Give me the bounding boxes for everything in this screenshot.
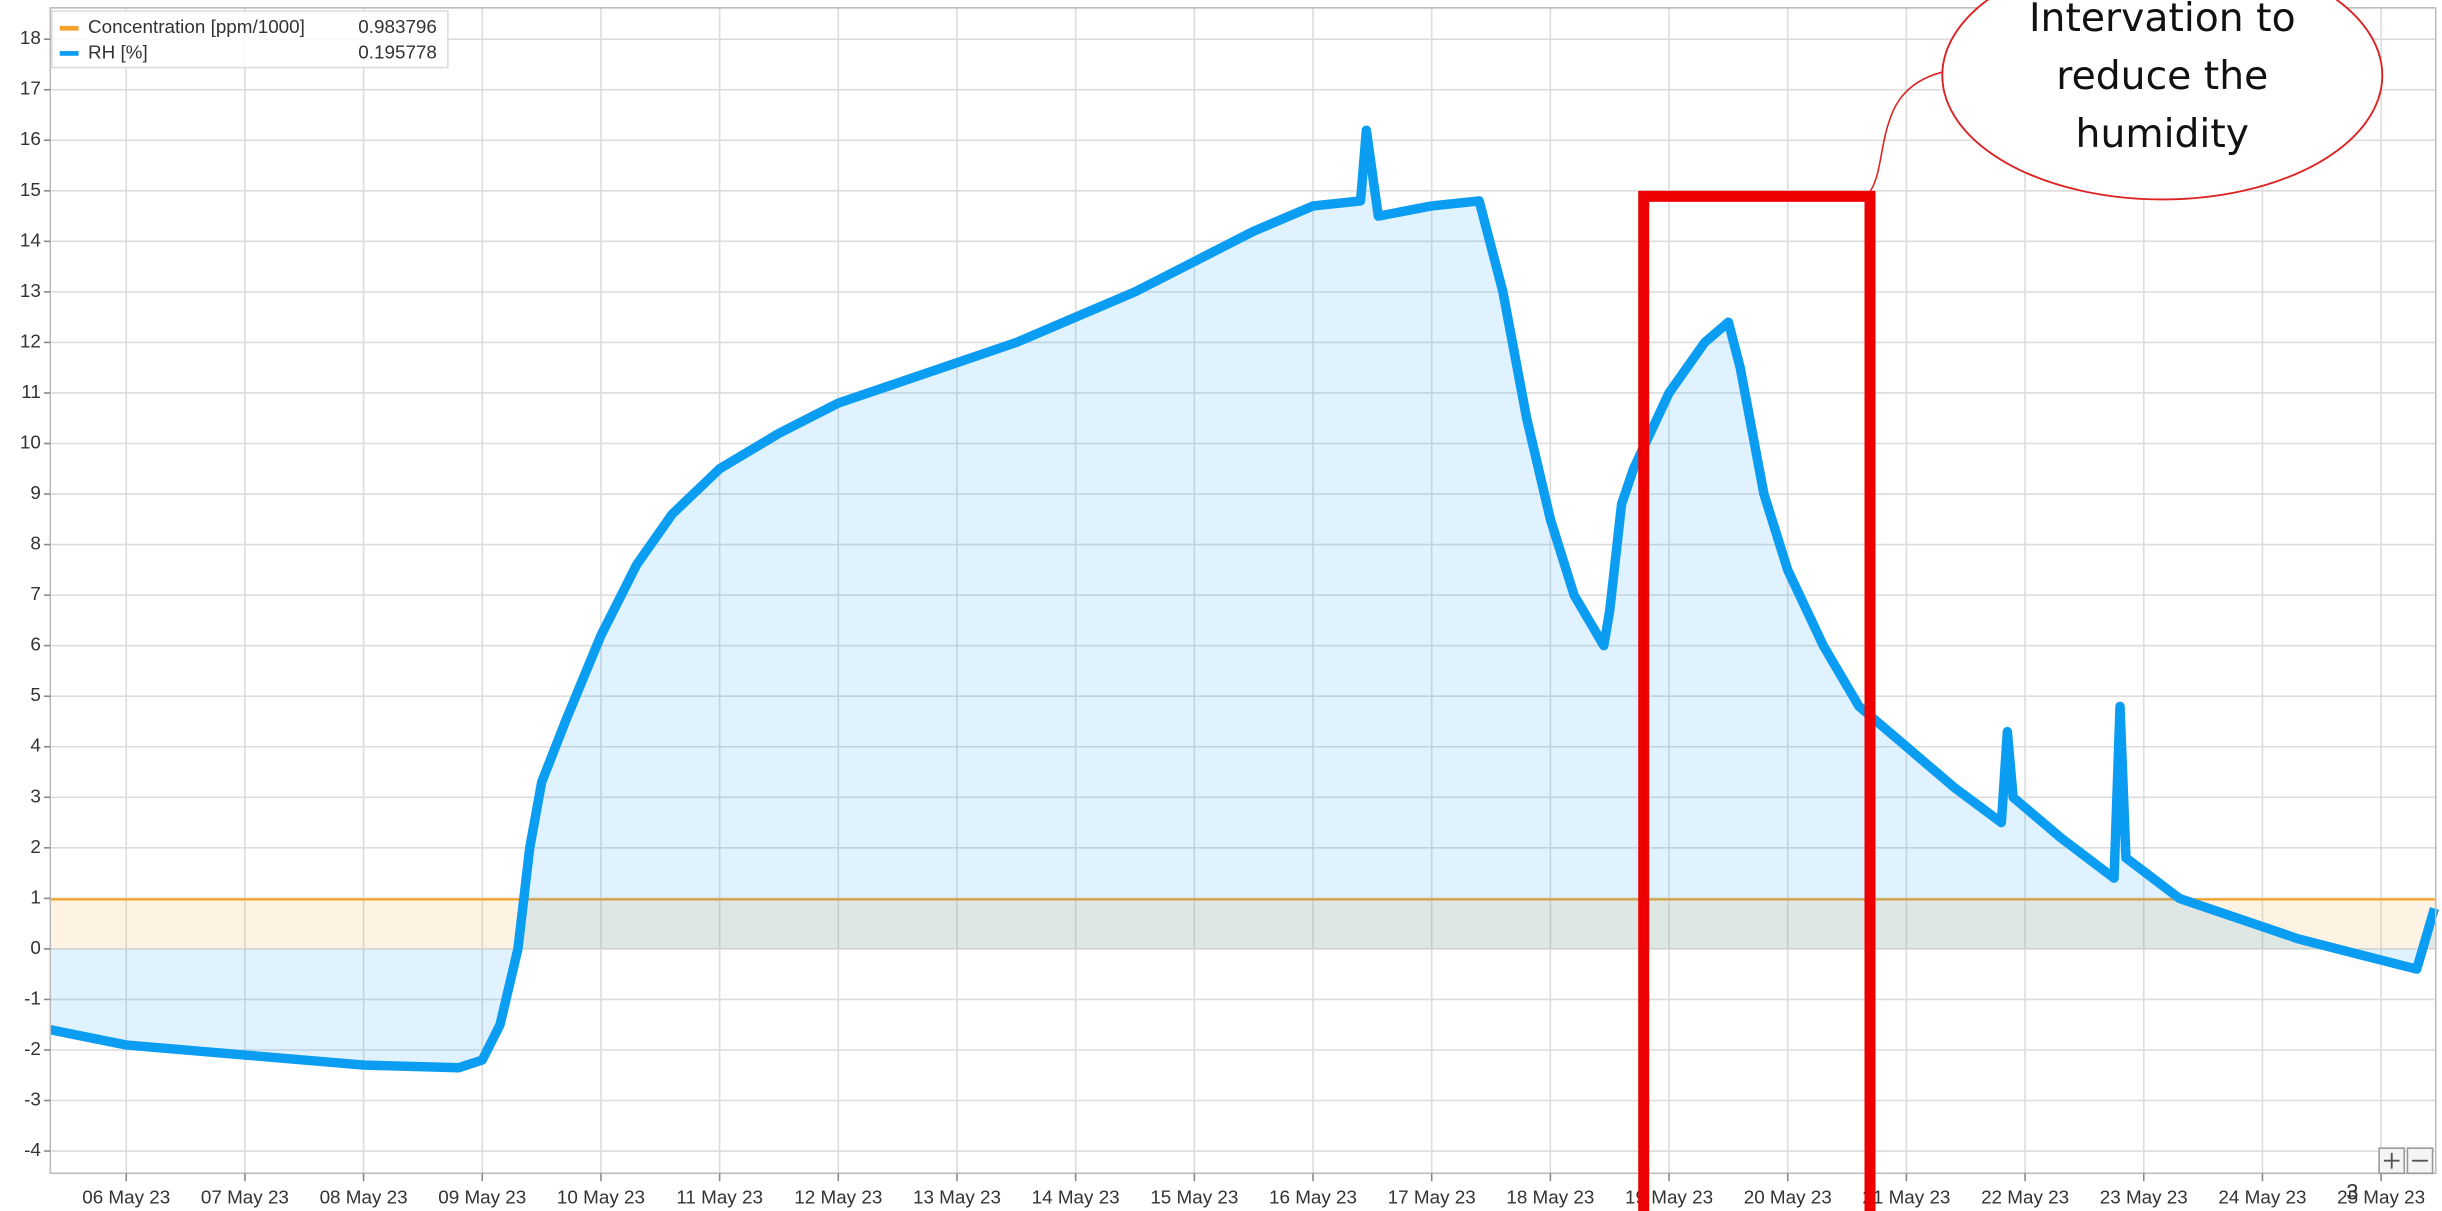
callout-text: humidity (2076, 112, 2249, 157)
x-tick-label: 17 May 23 (1388, 1186, 1476, 1207)
y-tick-label: 10 (20, 431, 41, 452)
legend-label: Concentration [ppm/1000] (88, 16, 305, 37)
area (50, 899, 2436, 949)
y-tick-label: 15 (20, 179, 41, 200)
area (50, 130, 2435, 1068)
callout-text: Intervation to (2029, 0, 2296, 41)
x-tick-label: 21 May 23 (1862, 1186, 1950, 1207)
y-tick-label: 6 (30, 634, 40, 655)
y-tick-label: 0 (30, 937, 40, 958)
y-tick-label: 9 (30, 482, 40, 503)
zoom-in-icon (2383, 1152, 2400, 1169)
x-tick-label: 25 May 23 (2337, 1186, 2425, 1207)
y-tick-label: 4 (30, 735, 40, 756)
y-tick-label: 13 (20, 280, 41, 301)
x-tick-label: 06 May 23 (82, 1186, 170, 1207)
legend-value: 0.195778 (358, 41, 437, 62)
line (49, 125, 2439, 1073)
plot-frame (49, 7, 2437, 1175)
x-tick-label: 23 May 23 (2100, 1186, 2188, 1207)
x-tick-label: 13 May 23 (913, 1186, 1001, 1207)
callout-pointer (1869, 69, 1949, 193)
x-tick-label: 12 May 23 (794, 1186, 882, 1207)
grid (50, 7, 2436, 1174)
y-tick-label: 8 (30, 533, 40, 554)
y-tick-label: 18 (20, 27, 41, 48)
legend-box (51, 10, 449, 69)
x-tick-label: 20 May 23 (1744, 1186, 1832, 1207)
x-tick-label: 09 May 23 (438, 1186, 526, 1207)
x-tick-label: 08 May 23 (320, 1186, 408, 1207)
highlight-box (1638, 190, 1876, 1211)
x-tick-label: 22 May 23 (1981, 1186, 2069, 1207)
legend-swatch (59, 25, 79, 31)
x-tick-label: 15 May 23 (1150, 1186, 1238, 1207)
y-tick-label: 2 (30, 836, 40, 857)
y-tick-label: 5 (30, 684, 40, 705)
plot (49, 125, 2439, 1073)
legend-swatch (59, 51, 79, 56)
x-tick-label: 14 May 23 (1032, 1186, 1120, 1207)
x-tick-label: 10 May 23 (557, 1186, 645, 1207)
y-tick-label: -1 (24, 987, 41, 1008)
y-tick-label: -4 (24, 1139, 41, 1160)
y-tick-label: -2 (24, 1038, 41, 1059)
x-tick-label: 07 May 23 (201, 1186, 289, 1207)
callout-text: reduce the (2056, 54, 2268, 99)
legend: Concentration [ppm/1000] 0.983796 RH [%] 0.… (59, 16, 437, 62)
page-number: 3 (2346, 1180, 2358, 1205)
x-tick-label: 16 May 23 (1269, 1186, 1357, 1207)
y-tick-label: 17 (20, 78, 41, 99)
y-tick-label: 7 (30, 583, 40, 604)
y-tick-label: 11 (21, 381, 41, 402)
x-tick-label: 24 May 23 (2218, 1186, 2306, 1207)
y-tick-label: 3 (30, 785, 40, 806)
y-tick-label: 1 (30, 886, 40, 907)
callout-bubble (1941, 0, 2384, 201)
legend-label: RH [%] (88, 41, 148, 62)
y-tick-label: 16 (20, 128, 41, 149)
x-tick-label: 18 May 23 (1506, 1186, 1594, 1207)
legend-value: 0.983796 (358, 16, 437, 37)
y-tick-label: 12 (20, 330, 41, 351)
y-tick-label: 14 (20, 229, 41, 250)
y-tick-label: -3 (24, 1089, 41, 1110)
x-tick-label: 11 May 23 (676, 1186, 763, 1207)
